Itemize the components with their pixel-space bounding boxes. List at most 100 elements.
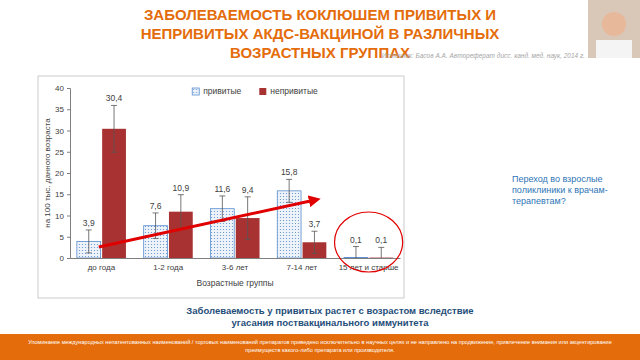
- text-line: НЕПРИВИТЫХ АКДС-ВАКЦИНОЙ В РАЗЛИЧНЫХ: [141, 25, 500, 42]
- text-line: ЗАБОЛЕВАЕМОСТЬ КОКЛЮШЕМ ПРИВИТЫХ И: [144, 6, 496, 23]
- text-line: угасания поствакцинального иммунитета: [232, 317, 430, 328]
- y-tick-mark: [67, 216, 70, 217]
- error-bar-cap: [286, 179, 292, 180]
- error-bar-stem: [289, 179, 290, 202]
- source: Источник: Басов А.А. Автореферат дисс. к…: [382, 52, 586, 60]
- error-bar-cap: [311, 231, 317, 232]
- error-bar-stem: [381, 247, 382, 258]
- y-tick-mark: [67, 131, 70, 132]
- error-bar-stem: [222, 196, 223, 222]
- error-bar-cap: [111, 152, 117, 153]
- error-bar-cap: [219, 195, 225, 196]
- conclusion: Заболеваемость у привитых растет с возра…: [186, 305, 473, 328]
- y-tick-label: 5: [60, 233, 65, 242]
- error-bar-cap: [153, 238, 159, 239]
- data-labels: 3,97,611,615,80,130,410,99,43,70,1: [83, 93, 388, 245]
- error-bar: [311, 231, 317, 253]
- y-axis-line: [67, 89, 71, 259]
- error-bar: [111, 105, 117, 152]
- error-bar-stem: [314, 231, 315, 253]
- x-tick-label: 1-2 года: [153, 263, 183, 272]
- error-bar: [178, 195, 184, 229]
- text-line: Упоминание международных непатентованных…: [28, 339, 612, 345]
- y-tick-label: 0: [60, 254, 65, 263]
- legend-item: привитые: [192, 86, 241, 96]
- data-label: 15,8: [281, 167, 298, 177]
- legend-swatch: [259, 88, 266, 95]
- legend-swatch: [192, 88, 199, 95]
- x-tick-label: до года: [88, 263, 116, 272]
- y-tick-mark: [67, 237, 70, 238]
- y-tick-mark: [67, 258, 70, 259]
- y-tick: 0: [60, 254, 70, 263]
- y-axis: 0510152025303540: [55, 84, 70, 263]
- y-tick: 40: [55, 84, 70, 93]
- x-tick: 3-6 лет: [222, 263, 249, 272]
- y-tick: 5: [60, 233, 70, 242]
- error-bar-stem: [247, 197, 248, 240]
- error-bar-stem: [355, 247, 356, 258]
- text-line: терапевтам?: [512, 196, 566, 206]
- data-label: 3,7: [309, 219, 321, 229]
- data-label: 0,1: [350, 235, 362, 245]
- highlight-ellipse: [335, 212, 403, 272]
- x-tick: 15 лет и старше: [339, 263, 399, 272]
- text-line: Заболеваемость у привитых растет с возра…: [186, 305, 473, 316]
- x-axis-line: [71, 258, 401, 259]
- x-tick-label: 3-6 лет: [222, 263, 249, 272]
- text-line: поликлиники к врачам-: [512, 185, 608, 195]
- background: [0, 0, 640, 360]
- error-bar: [245, 197, 251, 240]
- side-note: Переход во взрослыеполиклиники к врачам-…: [512, 174, 608, 206]
- x-tick: до года: [88, 263, 116, 272]
- data-label: 3,9: [83, 218, 95, 228]
- data-label: 7,6: [150, 201, 162, 211]
- error-bar: [286, 179, 292, 202]
- text-line: Переход во взрослые: [512, 174, 602, 184]
- error-bar-cap: [311, 253, 317, 254]
- video-thumbnail-face: [602, 12, 626, 36]
- data-label: 11,6: [214, 184, 230, 194]
- legend-label: привитые: [203, 86, 241, 96]
- error-bar: [86, 230, 92, 253]
- legend-label: непривитые: [270, 86, 318, 96]
- error-bar: [219, 196, 225, 222]
- y-tick-label: 25: [55, 148, 64, 157]
- trend-arrow: [99, 200, 315, 247]
- y-tick-label: 10: [55, 212, 64, 221]
- error-bar-cap: [111, 105, 117, 106]
- y-tick: 15: [55, 190, 70, 199]
- slide: ЗАБОЛЕВАЕМОСТЬ КОКЛЮШЕМ ПРИВИТЫХ И НЕПРИВ…: [0, 0, 640, 360]
- x-axis: до года1-2 года3-6 лет7-14 лет15 лет и с…: [71, 259, 401, 272]
- y-tick-label: 30: [55, 127, 64, 136]
- footer-bar: [0, 334, 640, 360]
- error-bar-stem: [180, 195, 181, 229]
- y-axis-title: на 100 тыс. данного возраста: [43, 118, 52, 228]
- y-tick-mark: [67, 194, 70, 195]
- error-bar-cap: [153, 212, 159, 213]
- plot-area: [77, 105, 393, 258]
- data-label: 30,4: [106, 93, 123, 103]
- video-thumbnail-shirt: [596, 40, 632, 58]
- text-line: преимуществ какого-либо препарата или пр…: [245, 347, 395, 353]
- legend: привитые непривитые: [192, 86, 318, 96]
- y-tick: 30: [55, 127, 70, 136]
- y-tick-mark: [67, 173, 70, 174]
- y-tick-label: 15: [55, 190, 64, 199]
- error-bar-stem: [114, 105, 115, 152]
- error-bar-cap: [178, 194, 184, 195]
- x-tick: 1-2 года: [153, 263, 183, 272]
- y-tick: 25: [55, 148, 70, 157]
- y-tick: 35: [55, 105, 70, 114]
- y-tick-label: 35: [55, 105, 64, 114]
- x-axis-title: Возрастные группы: [197, 278, 274, 288]
- error-bar: [353, 247, 359, 258]
- y-tick-mark: [67, 88, 70, 89]
- error-bar-cap: [353, 246, 359, 247]
- data-label: 9,4: [242, 185, 254, 195]
- y-tick-mark: [67, 109, 70, 110]
- data-label: 10,9: [173, 183, 190, 193]
- y-tick-label: 40: [55, 84, 64, 93]
- chart-panel: [38, 76, 404, 298]
- error-bar-cap: [86, 229, 92, 230]
